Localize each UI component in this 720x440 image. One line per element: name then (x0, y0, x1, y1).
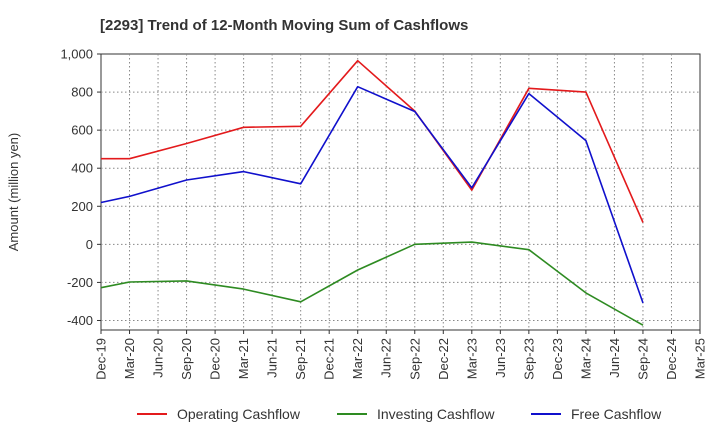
x-tick-label: Dec-23 (550, 338, 565, 380)
y-tick-label: 400 (71, 161, 93, 176)
x-tick-label: Dec-21 (322, 338, 337, 380)
series-lines (100, 59, 644, 326)
x-tick-label: Mar-25 (693, 338, 708, 379)
x-tick-label: Sep-24 (635, 338, 650, 380)
y-axis: -400 -200 0 200 400 600 800 1,000 (60, 47, 101, 328)
x-tick-label: Sep-22 (407, 338, 422, 380)
y-tick-label: 200 (71, 199, 93, 214)
x-tick-label: Jun-20 (151, 338, 166, 378)
legend: Operating Cashflow Investing Cashflow Free… (137, 406, 662, 422)
series-line-investing-cashflow (100, 241, 644, 326)
x-tick-label: Mar-20 (122, 338, 137, 379)
y-tick-label: 1,000 (60, 47, 93, 62)
y-tick-label: 600 (71, 123, 93, 138)
y-axis-label: Amount (million yen) (6, 133, 21, 252)
x-tick-label: Jun-24 (607, 338, 622, 378)
series-line-free-cashflow (100, 85, 644, 304)
x-tick-label: Sep-21 (293, 338, 308, 380)
x-tick-label: Mar-24 (578, 338, 593, 379)
x-tick-label: Mar-21 (236, 338, 251, 379)
legend-label: Investing Cashflow (377, 406, 495, 422)
x-tick-label: Mar-22 (350, 338, 365, 379)
x-tick-label: Jun-23 (493, 338, 508, 378)
y-tick-label: -400 (67, 313, 93, 328)
grid-lines (101, 54, 700, 330)
series-line-operating-cashflow (101, 59, 644, 223)
x-tick-label: Jun-21 (265, 338, 280, 378)
x-tick-label: Mar-23 (464, 338, 479, 379)
legend-label: Free Cashflow (571, 406, 662, 422)
x-tick-label: Jun-22 (379, 338, 394, 378)
y-tick-label: 0 (86, 237, 93, 252)
x-tick-label: Sep-23 (521, 338, 536, 380)
chart-title: [2293] Trend of 12-Month Moving Sum of C… (100, 17, 468, 34)
y-tick-label: -200 (67, 275, 93, 290)
x-tick-label: Sep-20 (179, 338, 194, 380)
y-tick-label: 800 (71, 85, 93, 100)
x-axis: Dec-19 Mar-20 Jun-20 Sep-20 Dec-20 Mar-21 Jun-… (94, 330, 708, 380)
legend-label: Operating Cashflow (177, 406, 301, 422)
plot-frame (100, 53, 701, 331)
x-tick-label: Dec-22 (436, 338, 451, 380)
x-tick-label: Dec-20 (208, 338, 223, 380)
x-tick-label: Dec-24 (664, 338, 679, 380)
x-tick-label: Dec-19 (94, 338, 109, 380)
plot-area (100, 53, 701, 331)
